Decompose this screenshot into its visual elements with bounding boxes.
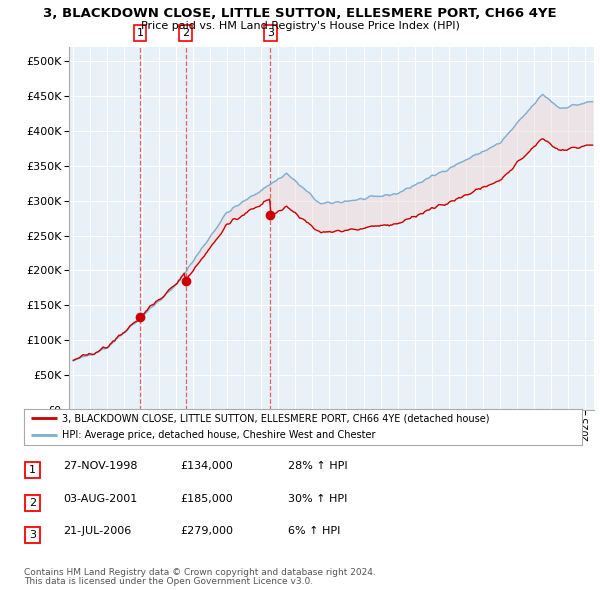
Text: £279,000: £279,000	[180, 526, 233, 536]
Text: 1: 1	[29, 466, 36, 475]
Text: This data is licensed under the Open Government Licence v3.0.: This data is licensed under the Open Gov…	[24, 578, 313, 586]
FancyBboxPatch shape	[25, 527, 40, 543]
Text: 1: 1	[137, 28, 143, 38]
Text: 3, BLACKDOWN CLOSE, LITTLE SUTTON, ELLESMERE PORT, CH66 4YE: 3, BLACKDOWN CLOSE, LITTLE SUTTON, ELLES…	[43, 7, 557, 20]
Text: £134,000: £134,000	[180, 461, 233, 471]
Text: HPI: Average price, detached house, Cheshire West and Chester: HPI: Average price, detached house, Ches…	[62, 430, 376, 440]
Text: 2: 2	[29, 498, 36, 507]
Text: 30% ↑ HPI: 30% ↑ HPI	[288, 494, 347, 504]
Text: Contains HM Land Registry data © Crown copyright and database right 2024.: Contains HM Land Registry data © Crown c…	[24, 568, 376, 577]
Text: 21-JUL-2006: 21-JUL-2006	[63, 526, 131, 536]
Text: 03-AUG-2001: 03-AUG-2001	[63, 494, 137, 504]
Text: 6% ↑ HPI: 6% ↑ HPI	[288, 526, 340, 536]
Text: 2: 2	[182, 28, 189, 38]
Text: 3: 3	[267, 28, 274, 38]
FancyBboxPatch shape	[25, 463, 40, 478]
Text: Price paid vs. HM Land Registry's House Price Index (HPI): Price paid vs. HM Land Registry's House …	[140, 21, 460, 31]
Text: 3: 3	[29, 530, 36, 540]
Text: £185,000: £185,000	[180, 494, 233, 504]
Text: 28% ↑ HPI: 28% ↑ HPI	[288, 461, 347, 471]
FancyBboxPatch shape	[25, 495, 40, 510]
Text: 3, BLACKDOWN CLOSE, LITTLE SUTTON, ELLESMERE PORT, CH66 4YE (detached house): 3, BLACKDOWN CLOSE, LITTLE SUTTON, ELLES…	[62, 413, 490, 423]
Text: 27-NOV-1998: 27-NOV-1998	[63, 461, 137, 471]
